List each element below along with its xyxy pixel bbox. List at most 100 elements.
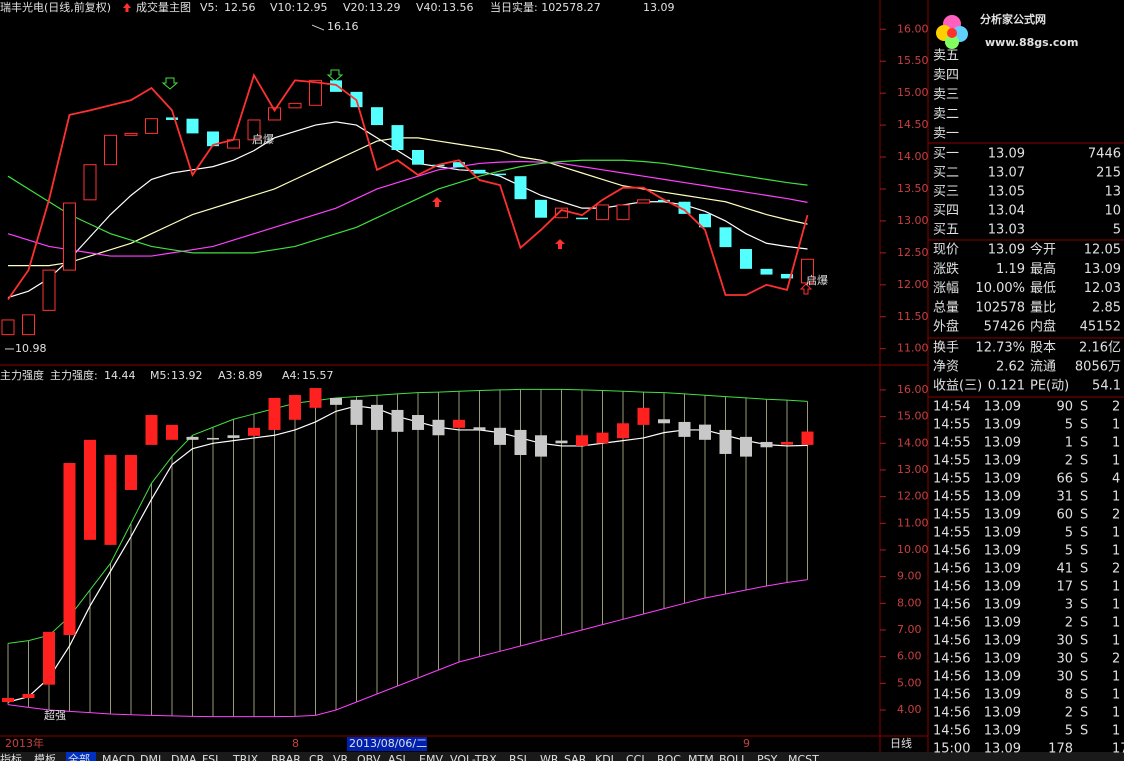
- candle-body: [678, 201, 691, 214]
- candle-body: [535, 199, 547, 218]
- candle-body: [740, 436, 752, 457]
- candle-body: [432, 419, 445, 436]
- candle-body: [576, 217, 588, 220]
- trade-time: 14:55: [933, 418, 970, 433]
- tab[interactable]: DMA: [171, 753, 197, 761]
- trade-time: 14:56: [933, 688, 970, 703]
- tab[interactable]: DMI: [140, 753, 161, 761]
- stat-label: 最高: [1030, 261, 1056, 277]
- buy-signal: [799, 283, 813, 295]
- candle-body: [104, 455, 117, 545]
- tab[interactable]: SAR: [564, 753, 587, 761]
- y-tick-label: 14.00: [897, 436, 929, 449]
- tab[interactable]: FSL: [202, 753, 222, 761]
- tab[interactable]: EMV: [419, 753, 443, 761]
- trade-price: 13.09: [984, 436, 1021, 451]
- tab[interactable]: MTM: [688, 753, 714, 761]
- trade-count: 1: [1112, 436, 1120, 451]
- stat-value: 12.73%: [975, 341, 1025, 356]
- candle-body: [637, 199, 650, 204]
- legend-value: 14.44: [104, 369, 136, 382]
- trade-volume: 2: [1065, 454, 1073, 469]
- tab[interactable]: MCST: [788, 753, 819, 761]
- trade-count: 1: [1112, 418, 1120, 433]
- stat-label: 流通: [1030, 360, 1056, 375]
- tab[interactable]: PSY: [757, 753, 778, 761]
- trade-time: 14:55: [933, 508, 970, 523]
- candle-body: [473, 169, 486, 174]
- stat-value: 12.05: [1084, 243, 1121, 258]
- tab[interactable]: CR: [309, 753, 325, 761]
- trade-time: 14:55: [933, 526, 970, 541]
- trade-count: 1: [1112, 598, 1120, 613]
- tab[interactable]: BOLL: [719, 753, 748, 761]
- trade-side: S: [1080, 652, 1088, 667]
- tab[interactable]: 指标: [0, 752, 22, 761]
- candle-body: [309, 388, 322, 408]
- candle-body: [145, 118, 158, 134]
- tab[interactable]: VR: [333, 753, 349, 761]
- stat-value: 54.1: [1092, 379, 1121, 394]
- candle-body: [83, 164, 97, 201]
- ma-line: [8, 137, 808, 267]
- trade-time: 14:56: [933, 706, 970, 721]
- trade-volume: 30: [1056, 652, 1073, 667]
- y-tick-label: 7.00: [897, 623, 922, 636]
- trade-count: 2: [1112, 562, 1120, 577]
- trade-side: S: [1080, 670, 1088, 685]
- candle-body: [350, 399, 363, 425]
- tab[interactable]: ASI: [388, 753, 406, 761]
- y-tick-label: 6.00: [897, 650, 922, 663]
- candle-body: [288, 102, 302, 109]
- trade-count: 1: [1112, 454, 1120, 469]
- candle-body: [186, 118, 199, 134]
- candle-body: [678, 421, 691, 437]
- candle-body: [596, 204, 609, 221]
- sell-signal: [326, 69, 344, 82]
- stat-value: 57426: [984, 320, 1025, 335]
- stat-value: 13.09: [1084, 262, 1121, 277]
- period: 日线: [890, 736, 912, 750]
- candle-body: [268, 107, 281, 121]
- ask-label: 卖一: [933, 127, 959, 142]
- trade-count: 4: [1112, 472, 1120, 487]
- y-tick-label: 14.00: [897, 150, 929, 163]
- candle-body: [186, 436, 199, 440]
- tab[interactable]: 模板: [34, 752, 56, 761]
- tab[interactable]: MACD: [102, 753, 135, 761]
- stat-label: 涨跌: [933, 261, 959, 277]
- legend-name: V5:: [200, 1, 218, 14]
- tab[interactable]: OBV: [357, 753, 381, 761]
- tab[interactable]: RSI: [509, 753, 527, 761]
- signal-line: [7, 73, 809, 301]
- ma-line: [7, 159, 808, 254]
- tab[interactable]: KDJ: [595, 753, 614, 761]
- tab[interactable]: TRIX: [232, 753, 259, 761]
- trade-price: 13.09: [984, 688, 1021, 703]
- trade-price: 13.09: [984, 472, 1021, 487]
- tab[interactable]: 全部: [68, 752, 90, 761]
- trade-side: S: [1080, 472, 1088, 487]
- chart-title: 瑞丰光电(日线,前复权): [0, 0, 111, 14]
- tab[interactable]: BRAR: [271, 753, 301, 761]
- trade-side: S: [1080, 436, 1088, 451]
- stat-label: 今开: [1030, 242, 1056, 258]
- stat-label: 最低: [1030, 281, 1056, 296]
- legend-value: 8.89: [238, 369, 263, 382]
- bid-volume: 10: [1104, 204, 1121, 219]
- trade-side: S: [1080, 526, 1088, 541]
- low-label: 10.98: [15, 342, 47, 355]
- tab[interactable]: ROC: [657, 753, 681, 761]
- annotation: 13.09: [643, 1, 675, 14]
- band-line: [7, 579, 808, 718]
- tab[interactable]: WR: [540, 753, 559, 761]
- bid-price: 13.07: [988, 166, 1025, 181]
- trade-count: 1: [1112, 670, 1120, 685]
- stat-value: 1.19: [996, 262, 1025, 277]
- legend-name: V20:: [343, 1, 368, 14]
- trade-side: S: [1080, 688, 1088, 703]
- trade-time: 14:55: [933, 472, 970, 487]
- stat-value: 10.00%: [975, 281, 1025, 296]
- tab[interactable]: VOL-TRX: [450, 753, 497, 761]
- tab[interactable]: CCI: [626, 753, 645, 761]
